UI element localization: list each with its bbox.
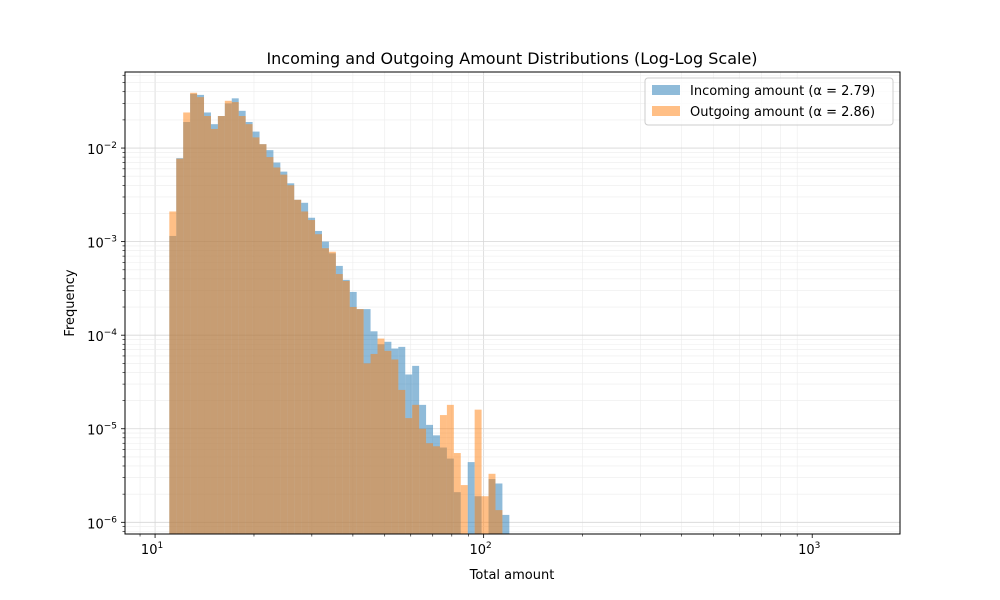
histogram-bar (419, 428, 427, 534)
legend-label-outgoing: Outgoing amount (α = 2.86) (690, 105, 875, 120)
legend-swatch-outgoing (652, 106, 680, 116)
histogram-bar (204, 116, 211, 534)
histogram-bar (495, 483, 503, 534)
histogram-bar (224, 100, 232, 534)
histogram-bar (467, 462, 475, 534)
histogram-bar (217, 116, 225, 534)
series-1 (169, 92, 503, 535)
histogram-bar (294, 199, 302, 534)
histogram-bar (301, 211, 309, 534)
histogram-bar (335, 274, 343, 534)
histogram-bar (446, 404, 454, 534)
histogram-bar (183, 112, 191, 534)
histogram-bar (321, 248, 329, 535)
histogram-bar (363, 363, 371, 534)
histogram-bar (426, 443, 434, 534)
histogram-bar (197, 97, 205, 534)
legend-frame (644, 77, 894, 126)
y-axis-label: Frequency (63, 269, 78, 336)
histogram-bar (280, 174, 288, 535)
histogram-bar (252, 137, 260, 534)
legend-swatch-incoming (652, 85, 680, 95)
histogram-bar (391, 359, 399, 534)
histogram-bar (259, 144, 267, 535)
histogram-bar (384, 350, 392, 534)
histogram-bar (342, 280, 350, 534)
plot-frame (124, 71, 901, 535)
histogram-bar (315, 234, 322, 535)
histogram-bar (356, 309, 364, 534)
histogram-bar (502, 514, 510, 534)
histogram-bar (231, 102, 239, 534)
histogram-bar (349, 307, 357, 534)
histogram-bar (377, 338, 385, 534)
histogram-bar (169, 211, 177, 534)
histogram-bar (176, 158, 184, 534)
histogram-bar (190, 92, 198, 534)
histogram-bar (245, 124, 253, 534)
chart-title: Incoming and Outgoing Amount Distributio… (266, 49, 757, 68)
histogram-bar (287, 185, 295, 534)
histogram-bar (412, 404, 420, 534)
histogram-bar (405, 418, 413, 534)
bars-layer (169, 92, 510, 535)
histogram-bar (474, 409, 482, 534)
histogram-bar (328, 251, 336, 534)
histogram-bar (460, 485, 468, 534)
histogram-bar (398, 389, 406, 534)
legend-label-incoming: Incoming amount (α = 2.79) (690, 84, 875, 99)
histogram-bar (273, 167, 281, 534)
legend: Incoming amount (α = 2.79) Outgoing amou… (644, 77, 894, 126)
histogram-bar (308, 220, 316, 534)
histogram-bar (433, 446, 440, 534)
histogram-bar (488, 473, 496, 534)
x-axis-label: Total amount (469, 568, 555, 583)
histogram-bar (266, 157, 274, 534)
histogram-bar (238, 116, 246, 534)
histogram-bar (370, 353, 378, 534)
histogram-bar (453, 453, 461, 534)
histogram-bar (481, 496, 489, 534)
histogram-bar (439, 415, 447, 534)
histogram-bar (495, 510, 503, 534)
histogram-bar (210, 128, 218, 534)
